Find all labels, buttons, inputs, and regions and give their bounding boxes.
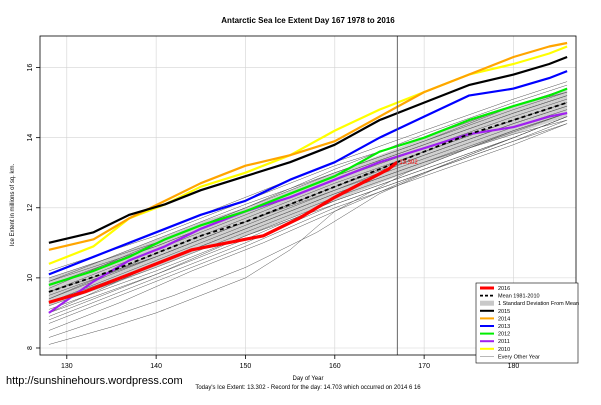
y-tick-label: 16 [27,64,34,72]
x-tick-label: 160 [329,363,341,370]
legend-label: 2011 [498,339,510,345]
other-year-line [48,123,568,345]
watermark-url[interactable]: http://sunshinehours.wordpress.com [6,375,183,387]
legend-label: 1 Standard Deviation From Mean [498,301,579,307]
series-line-2014 [48,41,568,251]
x-tick-label: 140 [150,363,162,370]
y-tick-label: 14 [27,134,34,142]
x-tick-label: 130 [61,363,73,370]
other-year-line [48,112,568,331]
legend-label: Every Other Year [498,354,540,360]
x-tick-label: 180 [508,363,520,370]
series-line-2012 [48,87,568,286]
legend-label: 2014 [498,316,510,322]
y-axis-label: Ice Extent in millions of sq. km. [10,163,16,246]
legend-label: 2016 [498,286,510,292]
legend-label: Mean 1981-2010 [498,294,540,300]
x-tick-label: 170 [418,363,430,370]
footer-note: Today's Ice Extent: 13.302 - Record for … [195,385,421,391]
series-line-2015 [48,55,568,244]
series-line-2011 [48,112,568,314]
y-tick-label: 12 [27,204,34,212]
mean-line [48,101,568,293]
other-year-line [48,123,568,324]
other-year-line [48,116,568,338]
series-line-2013 [48,70,568,276]
legend-label: 2012 [498,332,510,338]
series-line-2016 [48,160,399,304]
plot-area: 13.302 130 140 150 160 170 180 8 10 12 14 16 2016 Mea… [27,35,579,370]
legend-label: 2013 [498,324,510,330]
legend-label: 2015 [498,309,510,315]
x-tick-label: 150 [240,363,252,370]
x-axis-label: Day of Year [292,376,323,382]
chart-title: Antarctic Sea Ice Extent Day 167 1978 to… [221,16,395,25]
y-tick-label: 10 [27,274,34,282]
other-year-line [48,116,568,314]
legend-label: 2010 [498,347,510,353]
plot-frame [39,35,577,356]
current-value-label: 13.302 [399,160,418,166]
y-tick-label: 8 [27,346,34,350]
